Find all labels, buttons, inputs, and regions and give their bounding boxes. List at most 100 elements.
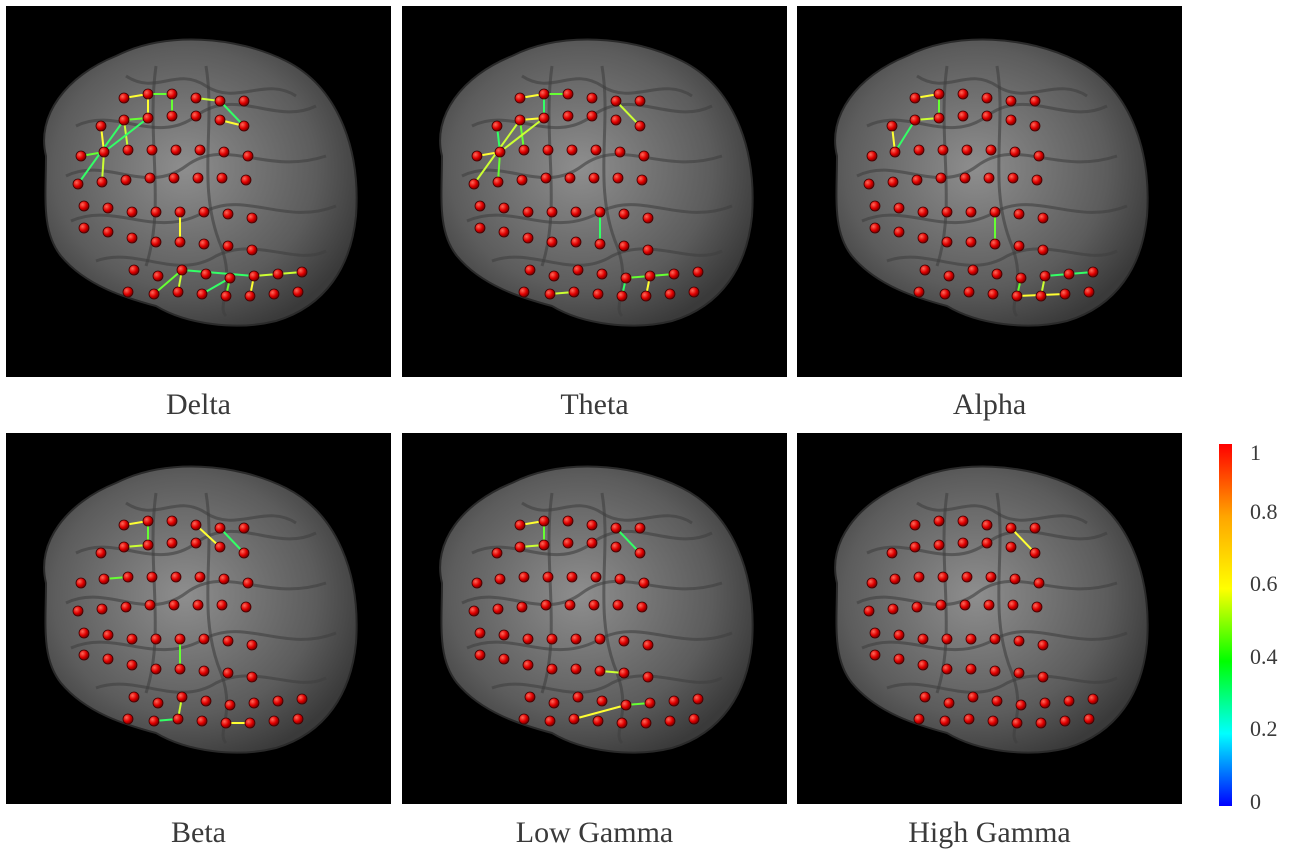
electrode xyxy=(248,270,260,282)
electrode xyxy=(566,571,578,583)
electrode xyxy=(198,206,210,218)
electrode xyxy=(590,571,602,583)
electrode xyxy=(981,92,993,104)
panel-beta xyxy=(6,433,391,804)
electrode xyxy=(118,541,130,553)
electrode xyxy=(616,290,628,302)
electrode xyxy=(638,150,650,162)
electrode xyxy=(688,713,700,725)
electrode xyxy=(989,238,1001,250)
electrode xyxy=(1033,577,1045,589)
electrode xyxy=(572,264,584,276)
electrode xyxy=(544,288,556,300)
connection-line xyxy=(499,117,545,153)
electrode xyxy=(981,519,993,531)
electrode xyxy=(1029,95,1041,107)
electrode xyxy=(610,541,622,553)
electrode xyxy=(983,172,995,184)
colorbar xyxy=(1219,444,1232,806)
electrode xyxy=(166,88,178,100)
electrode xyxy=(516,174,528,186)
electrode xyxy=(1011,717,1023,729)
electrode xyxy=(126,206,138,218)
electrode xyxy=(863,605,875,617)
electrode xyxy=(991,695,1003,707)
electrode xyxy=(142,112,154,124)
electrode xyxy=(1039,697,1051,709)
electrode xyxy=(524,691,536,703)
electrode xyxy=(514,541,526,553)
connection-line xyxy=(894,119,916,153)
electrode xyxy=(468,178,480,190)
electrode xyxy=(634,547,646,559)
panel-low-gamma xyxy=(402,433,787,804)
electrode xyxy=(218,573,230,585)
electrode xyxy=(614,146,626,158)
electrode xyxy=(522,232,534,244)
electrode xyxy=(1083,713,1095,725)
electrode xyxy=(95,547,107,559)
panel-label: Theta xyxy=(560,388,629,421)
electrode xyxy=(961,571,973,583)
electrode xyxy=(618,208,630,220)
electrode xyxy=(122,286,134,298)
electrode xyxy=(937,571,949,583)
electrode xyxy=(491,547,503,559)
electrode xyxy=(524,264,536,276)
electrode xyxy=(887,603,899,615)
electrode xyxy=(222,635,234,647)
electrode xyxy=(514,519,526,531)
electrode xyxy=(190,537,202,549)
electrode xyxy=(542,571,554,583)
electrode xyxy=(126,659,138,671)
electrode xyxy=(638,577,650,589)
electrode xyxy=(941,663,953,675)
electrode xyxy=(1039,270,1051,282)
electrode xyxy=(981,537,993,549)
electrode xyxy=(620,272,632,284)
electrode xyxy=(1087,693,1099,705)
electrode xyxy=(148,288,160,300)
electrode xyxy=(142,515,154,527)
electrode xyxy=(95,120,107,132)
electrode xyxy=(268,288,280,300)
electrode xyxy=(959,172,971,184)
electrode xyxy=(120,174,132,186)
electrode xyxy=(474,222,486,234)
electrode xyxy=(248,697,260,709)
electrode xyxy=(1059,715,1071,727)
electrode xyxy=(238,522,250,534)
electrode xyxy=(168,599,180,611)
electrode xyxy=(494,573,506,585)
electrode xyxy=(190,110,202,122)
electrode xyxy=(1009,573,1021,585)
electrode xyxy=(967,691,979,703)
electrode xyxy=(168,172,180,184)
electrode xyxy=(268,715,280,727)
electrode xyxy=(491,120,503,132)
electrode xyxy=(144,599,156,611)
electrode xyxy=(498,226,510,238)
electrode xyxy=(542,144,554,156)
electrode xyxy=(174,633,186,645)
panel-delta xyxy=(6,6,391,377)
electrode xyxy=(78,627,90,639)
electrode xyxy=(1007,599,1019,611)
electrode xyxy=(1005,541,1017,553)
electrode xyxy=(198,665,210,677)
electrode xyxy=(933,515,945,527)
electrode xyxy=(492,603,504,615)
electrode xyxy=(989,633,1001,645)
electrode xyxy=(1059,288,1071,300)
electrode xyxy=(636,601,648,613)
electrode xyxy=(1035,717,1047,729)
electrode xyxy=(514,92,526,104)
electrode xyxy=(192,599,204,611)
electrode xyxy=(498,629,510,641)
electrode xyxy=(987,288,999,300)
electrode xyxy=(564,599,576,611)
electrode xyxy=(292,286,304,298)
electrode xyxy=(150,663,162,675)
electrode xyxy=(869,222,881,234)
electrode xyxy=(634,95,646,107)
